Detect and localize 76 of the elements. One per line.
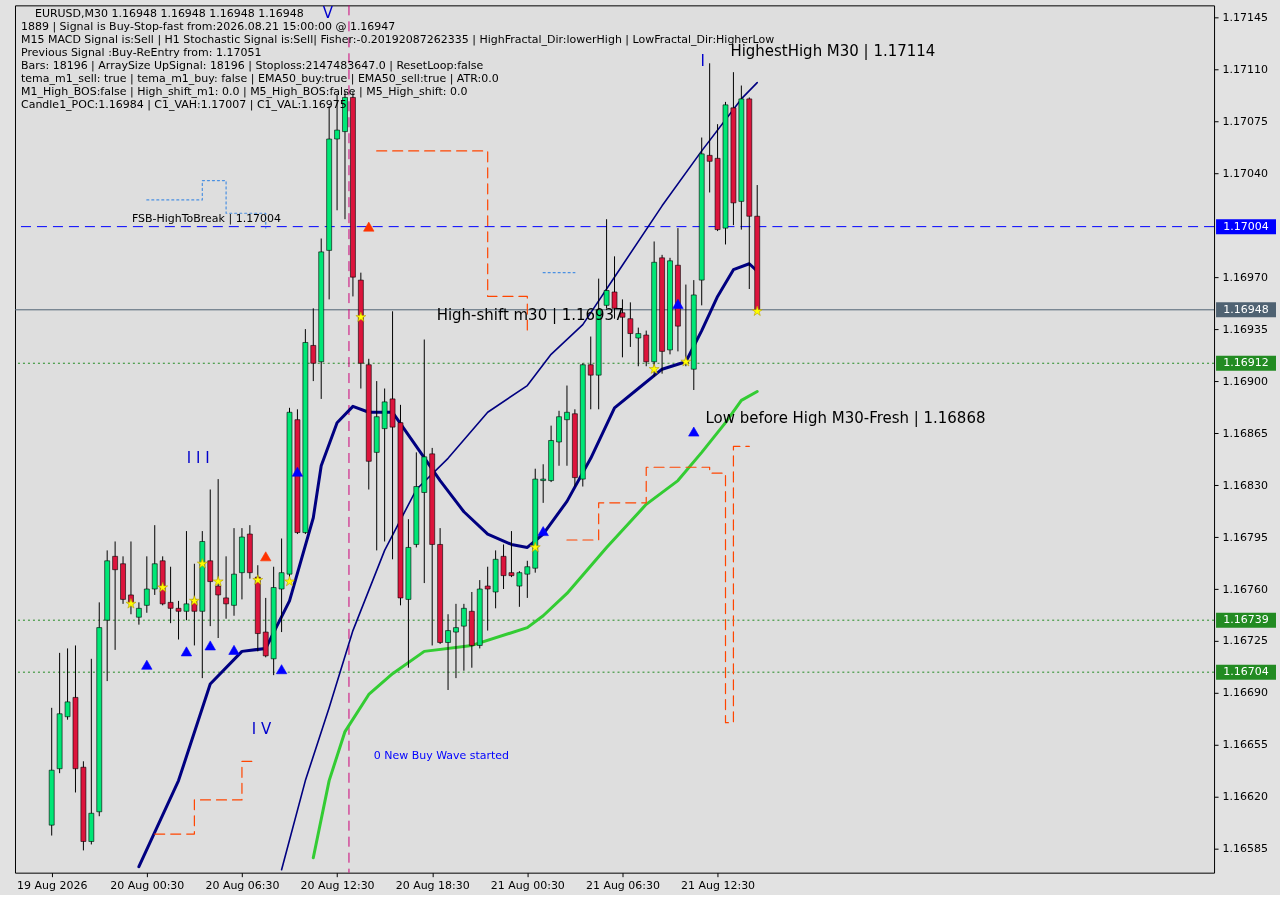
point [355,311,367,322]
annotation: Bars: 18196 | ArraySize UpSignal: 18196 | Stoploss:2147483647.0 | ResetLoop:false [20,59,484,73]
y-tick-label: 1.17075 [1222,114,1268,128]
candlestick [461,603,467,672]
y-tick-label: 1.17145 [1222,10,1268,24]
y-tick-label: 1.16900 [1222,374,1268,388]
point [537,526,549,536]
ref-line-label: 1.17004 [1223,219,1269,233]
candlestick [262,597,269,658]
point [672,299,684,309]
point [648,363,660,374]
annotation: V [322,4,334,23]
y-tick-label: 1.16865 [1222,426,1268,440]
chart-title: EURUSD,M30 1.16948 1.16948 1.16948 1.16948 [34,7,304,21]
x-tick-label: 19 Aug 2026 [17,879,88,893]
x-tick-label: 21 Aug 06:30 [585,879,660,893]
x-tick-label: 20 Aug 00:30 [110,879,185,893]
y-tick-label: 1.16830 [1222,478,1268,492]
annotation: FSB-HighToBreak | 1.17004 [131,212,282,226]
annotation: I I I [186,448,210,467]
y-tick-label: 1.16620 [1222,790,1268,804]
point [212,576,224,587]
ref-line-label: 1.16739 [1223,613,1269,627]
point [252,574,264,585]
y-tick-label: 1.17040 [1222,166,1268,180]
point [204,640,216,651]
point [363,221,375,232]
candlestick [215,478,221,639]
point [751,305,763,316]
point [228,645,240,655]
annotation: tema_m1_sell: true | tema_m1_buy: false | EMA50_buy:true | EMA50_sell:true | ATR:0.0 [20,72,499,86]
annotation: Previous Signal :Buy-ReEntry from: 1.17051 [20,46,262,60]
x-tick-label: 21 Aug 00:30 [490,879,565,893]
annotation: 1889 | Signal is Buy-Stop-fast from:2026.08.21 15:00:00 @ 1.16947 [20,20,396,34]
x-tick-label: 21 Aug 12:30 [681,879,756,893]
candlestick [453,603,459,679]
point [688,426,700,437]
x-tick-label: 20 Aug 06:30 [205,879,280,893]
point [141,659,153,670]
ref-line-label: 1.16948 [1223,302,1269,316]
candlestick [540,463,546,504]
y-tick-label: 1.16760 [1222,582,1268,596]
y-tick-label: 1.16795 [1222,530,1268,544]
candlestick [112,540,118,651]
y-tick-label: 1.16690 [1222,686,1268,700]
candlestick [223,555,229,620]
annotation: M1_High_BOS:false | High_shift_m1: 0.0 | M5_High_BOS:false | M5_High_shift: 0.0 [20,85,468,99]
point [529,541,541,552]
point [180,646,192,657]
candlestick [144,555,150,614]
candlestick [207,489,214,627]
candlestick [136,601,142,626]
candlestick [564,385,570,467]
annotation: 0 New Buy Wave started [373,748,510,762]
x-tick-label: 20 Aug 12:30 [300,879,375,893]
y-tick-label: 1.16725 [1222,634,1268,648]
point [157,581,168,593]
y-tick-label: 1.16585 [1222,842,1268,856]
point [125,598,137,609]
point [189,595,200,606]
y-tick-label: 1.16935 [1222,322,1268,336]
point [276,664,288,675]
point [260,551,272,562]
annotation: I [700,52,705,71]
x-tick-label: 20 Aug 18:30 [395,879,470,893]
y-tick-label: 1.17110 [1222,62,1268,76]
ref-line-label: 1.16912 [1223,356,1269,370]
point [291,466,303,477]
ref-line-label: 1.16704 [1223,665,1269,679]
y-tick-label: 1.16655 [1222,738,1268,752]
y-tick-label: 1.16970 [1222,270,1268,284]
candlestick [587,336,594,410]
annotation: I V [251,719,272,738]
point [284,576,295,587]
candlestick [445,613,451,691]
point [680,356,692,367]
